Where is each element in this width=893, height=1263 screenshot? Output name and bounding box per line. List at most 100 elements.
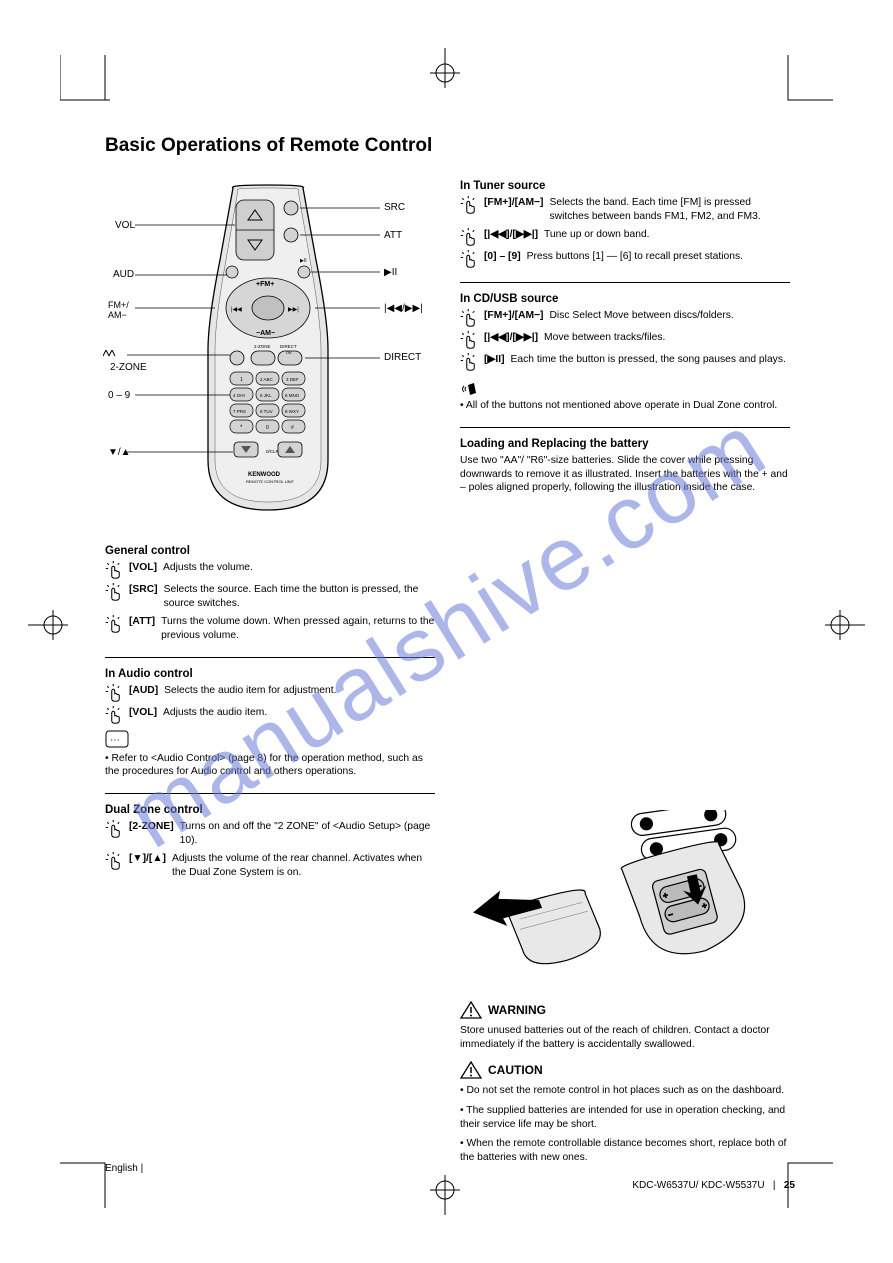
anno-vol: VOL bbox=[115, 220, 135, 231]
svg-text:6 MNO: 6 MNO bbox=[285, 393, 300, 398]
battery-illustration: + − − + +− −+ bbox=[465, 810, 785, 993]
caution-b2: • The supplied batteries are intended fo… bbox=[460, 1104, 790, 1132]
click-icon bbox=[105, 615, 123, 633]
click-icon bbox=[105, 706, 123, 724]
audio-title: In Audio control bbox=[105, 668, 435, 680]
note-block bbox=[460, 381, 790, 399]
anno-09: 0 – 9 bbox=[108, 390, 130, 401]
svg-text:−AM−: −AM− bbox=[256, 330, 275, 337]
dualzone-title: Dual Zone control bbox=[105, 804, 435, 816]
svg-text:OK: OK bbox=[286, 350, 292, 355]
section-cd-usb: In CD/USB source [FM+]/[AM−] Disc Select… bbox=[460, 293, 790, 413]
svg-text:#: # bbox=[291, 425, 294, 431]
list-item: [FM+]/[AM−] Selects the band. Each time … bbox=[460, 196, 790, 224]
cd-usb-note: • All of the buttons not mentioned above… bbox=[460, 399, 790, 413]
click-icon bbox=[105, 820, 123, 838]
click-icon bbox=[460, 196, 478, 214]
list-item: [|◀◀]/[▶▶|] Move between tracks/files. bbox=[460, 331, 790, 349]
note-icon: ⋯ bbox=[105, 730, 129, 748]
svg-text:▶▶|: ▶▶| bbox=[288, 307, 299, 313]
svg-text:+FM+: +FM+ bbox=[256, 281, 274, 288]
footer: KDC-W6537U/ KDC-W5537U | 25 bbox=[105, 1180, 795, 1191]
divider bbox=[105, 793, 435, 794]
divider bbox=[105, 657, 435, 658]
click-icon bbox=[105, 583, 123, 601]
anno-att: ATT bbox=[384, 230, 402, 241]
svg-text:⋯: ⋯ bbox=[110, 735, 120, 746]
svg-text:0: 0 bbox=[266, 425, 269, 431]
audio-note: • Refer to <Audio Control> (page 8) for … bbox=[105, 752, 435, 780]
crop-bottom-left bbox=[60, 1158, 110, 1208]
svg-text:|◀◀: |◀◀ bbox=[231, 307, 242, 313]
click-icon bbox=[460, 309, 478, 327]
warning-label: WARNING bbox=[488, 1003, 546, 1017]
warning-text: Store unused batteries out of the reach … bbox=[460, 1024, 790, 1052]
anno-direct: DIRECT bbox=[384, 352, 421, 363]
list-item: [|◀◀]/[▶▶|] Tune up or down band. bbox=[460, 228, 790, 246]
svg-text:2-ZONE: 2-ZONE bbox=[254, 344, 271, 349]
caution-b3: • When the remote controllable distance … bbox=[460, 1137, 790, 1165]
anno-playpause: ▶II bbox=[384, 267, 397, 278]
anno-src: SRC bbox=[384, 202, 405, 213]
list-item: [VOL] Adjusts the audio item. bbox=[105, 706, 435, 724]
list-item: [▼]/[▲] Adjusts the volume of the rear c… bbox=[105, 852, 435, 880]
remote-waves-icon bbox=[460, 381, 482, 399]
list-item: [2-ZONE] Turns on and off the "2 ZONE" o… bbox=[105, 820, 435, 848]
caution-label: CAUTION bbox=[488, 1063, 543, 1077]
reg-top bbox=[430, 48, 460, 88]
remote-illustration: ▶II +FM+ −AM− |◀◀ ▶▶| 2-ZONE DIRECT OK 1… bbox=[178, 180, 358, 523]
caution-icon bbox=[460, 1060, 482, 1080]
warning-icon bbox=[460, 1000, 482, 1020]
anno-fm: FM+/AM− bbox=[108, 300, 129, 320]
section-general: General control [VOL] Adjusts the volume… bbox=[105, 545, 435, 643]
svg-text:DIRECT: DIRECT bbox=[280, 344, 297, 349]
section-dualzone: Dual Zone control [2-ZONE] Turns on and … bbox=[105, 804, 435, 880]
list-item: [VOL] Adjusts the volume. bbox=[105, 561, 435, 579]
divider bbox=[460, 427, 790, 428]
page-title: Basic Operations of Remote Control bbox=[105, 135, 432, 157]
click-icon bbox=[460, 353, 478, 371]
svg-text:7 PRS: 7 PRS bbox=[233, 409, 246, 414]
list-item: [0] – [9] Press buttons [1] — [6] to rec… bbox=[460, 250, 790, 268]
svg-text:1: 1 bbox=[240, 377, 243, 383]
battery-title: Loading and Replacing the battery bbox=[460, 438, 790, 450]
svg-text:2 ABC: 2 ABC bbox=[260, 377, 274, 382]
svg-text:REMOTE CONTROL UNIT: REMOTE CONTROL UNIT bbox=[246, 479, 295, 484]
list-item: [FM+]/[AM−] Disc Select Move between dis… bbox=[460, 309, 790, 327]
svg-text:4 GHI: 4 GHI bbox=[233, 393, 245, 398]
footer-page: 25 bbox=[784, 1180, 795, 1191]
section-tuner: In Tuner source [FM+]/[AM−] Selects the … bbox=[460, 180, 790, 268]
list-item: [AUD] Selects the audio item for adjustm… bbox=[105, 684, 435, 702]
click-icon bbox=[460, 228, 478, 246]
cd-usb-title: In CD/USB source bbox=[460, 293, 790, 305]
click-icon bbox=[105, 561, 123, 579]
warning-header: WARNING bbox=[460, 1000, 790, 1020]
section-battery: Loading and Replacing the battery Use tw… bbox=[460, 438, 790, 496]
svg-text:0/CLR: 0/CLR bbox=[266, 449, 280, 454]
divider bbox=[460, 282, 790, 283]
anno-2zone: 2-ZONE bbox=[110, 362, 147, 373]
battery-text: Use two "AA"/ "R6"-size batteries. Slide… bbox=[460, 454, 790, 496]
svg-text:9 WXY: 9 WXY bbox=[285, 409, 299, 414]
reg-right bbox=[825, 610, 865, 640]
general-title: General control bbox=[105, 545, 435, 557]
section-audio: In Audio control [AUD] Selects the audio… bbox=[105, 668, 435, 780]
svg-text:3 DEF: 3 DEF bbox=[286, 377, 299, 382]
crop-top-right bbox=[783, 55, 833, 105]
reg-left bbox=[28, 610, 68, 640]
anno-skip: |◀◀/▶▶| bbox=[384, 303, 423, 314]
note-block: ⋯ bbox=[105, 730, 435, 748]
anno-updown: ▼/▲ bbox=[108, 447, 131, 458]
play-pause-label: ▶II bbox=[300, 258, 307, 264]
list-item: [ATT] Turns the volume down. When presse… bbox=[105, 615, 435, 643]
svg-text:5 JKL: 5 JKL bbox=[260, 393, 272, 398]
anno-aud: AUD bbox=[113, 269, 134, 280]
caution-b1: • Do not set the remote control in hot p… bbox=[460, 1084, 790, 1098]
lang-tab: English | bbox=[105, 1163, 143, 1174]
tuner-title: In Tuner source bbox=[460, 180, 790, 192]
footer-models: KDC-W6537U/ KDC-W5537U bbox=[632, 1180, 764, 1191]
svg-text:8 TUV: 8 TUV bbox=[260, 409, 273, 414]
caution-header: CAUTION bbox=[460, 1060, 790, 1080]
click-icon bbox=[460, 331, 478, 349]
click-icon bbox=[105, 684, 123, 702]
